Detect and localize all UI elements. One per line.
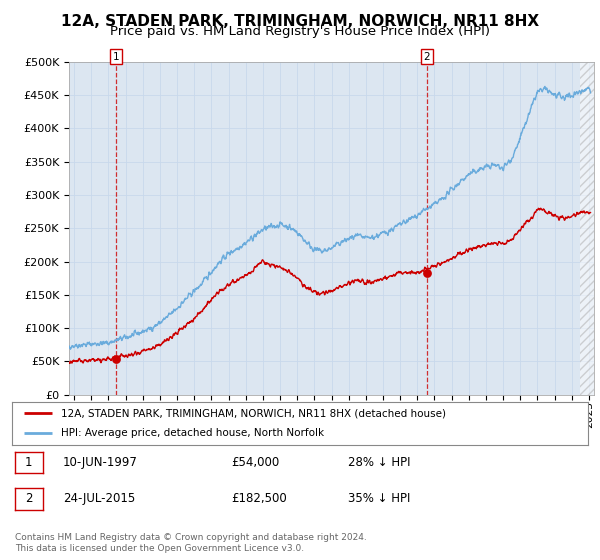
Text: £182,500: £182,500 [231, 492, 287, 506]
Text: 24-JUL-2015: 24-JUL-2015 [63, 492, 135, 506]
Point [111, 354, 121, 363]
Text: £54,000: £54,000 [231, 456, 279, 469]
Text: 12A, STADEN PARK, TRIMINGHAM, NORWICH, NR11 8HX: 12A, STADEN PARK, TRIMINGHAM, NORWICH, N… [61, 14, 539, 29]
Text: HPI: Average price, detached house, North Norfolk: HPI: Average price, detached house, Nort… [61, 428, 324, 438]
Text: Price paid vs. HM Land Registry's House Price Index (HPI): Price paid vs. HM Land Registry's House … [110, 25, 490, 38]
Text: Contains HM Land Registry data © Crown copyright and database right 2024.
This d: Contains HM Land Registry data © Crown c… [15, 533, 367, 553]
Text: 10-JUN-1997: 10-JUN-1997 [63, 456, 138, 469]
Text: 1: 1 [25, 456, 32, 469]
Bar [580, 62, 594, 395]
Text: 1: 1 [113, 52, 119, 62]
Text: 35% ↓ HPI: 35% ↓ HPI [348, 492, 410, 506]
Text: 2: 2 [424, 52, 430, 62]
Text: 2: 2 [25, 492, 32, 506]
Point [422, 269, 431, 278]
Text: 28% ↓ HPI: 28% ↓ HPI [348, 456, 410, 469]
Text: 12A, STADEN PARK, TRIMINGHAM, NORWICH, NR11 8HX (detached house): 12A, STADEN PARK, TRIMINGHAM, NORWICH, N… [61, 408, 446, 418]
